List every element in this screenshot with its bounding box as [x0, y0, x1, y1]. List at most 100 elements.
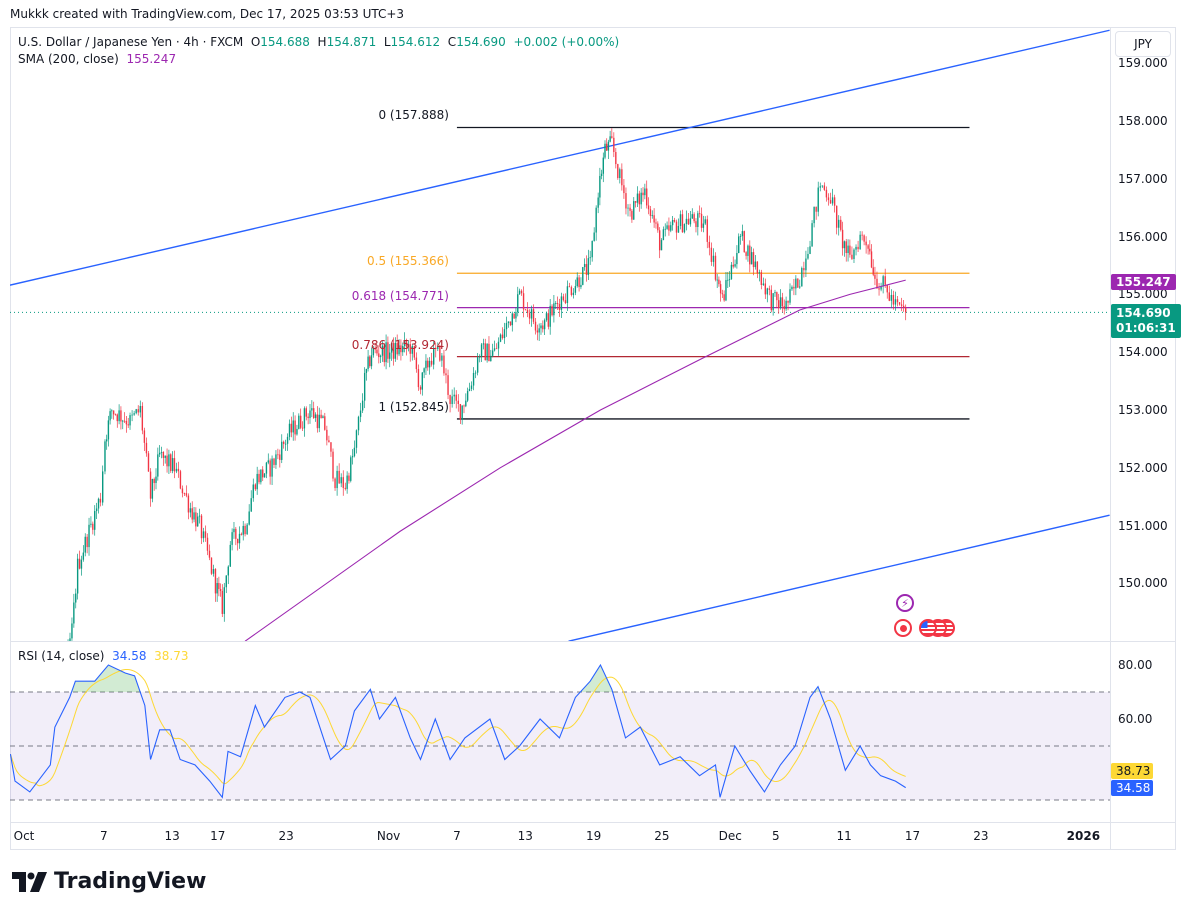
candle-body — [459, 403, 462, 420]
candle-body — [468, 388, 471, 391]
candle-body — [86, 536, 88, 548]
candle-body — [651, 215, 653, 217]
candle-body — [704, 219, 706, 224]
candle-body — [218, 583, 220, 590]
currency-button[interactable]: JPY — [1115, 31, 1171, 57]
candle-body — [719, 284, 722, 294]
candle-body — [75, 593, 77, 603]
candle-body — [181, 488, 184, 494]
candle-body — [185, 493, 188, 496]
sma-label[interactable]: SMA (200, close) — [18, 52, 119, 66]
candle-body — [646, 188, 648, 206]
candle-body — [570, 287, 573, 295]
candle-body — [640, 192, 642, 205]
candle-body — [457, 400, 459, 404]
candle-body — [357, 416, 360, 431]
candle-body — [187, 495, 190, 513]
candle-body — [90, 523, 92, 525]
candle-body — [361, 400, 364, 411]
candle-body — [118, 410, 120, 422]
tradingview-logo[interactable]: TradingView — [12, 869, 206, 894]
candle-body — [400, 345, 402, 353]
candle-body — [229, 544, 231, 567]
candle-body — [838, 219, 840, 228]
candle-body — [94, 511, 96, 530]
candle-body — [743, 231, 745, 253]
change-value: +0.002 (+0.00%) — [513, 35, 620, 49]
candle-body — [576, 277, 578, 287]
candle-body — [779, 297, 782, 309]
candle-body — [332, 451, 334, 479]
candle-body — [855, 246, 857, 250]
candle-body — [189, 508, 192, 513]
time-tick: 25 — [654, 829, 670, 843]
candle-body — [381, 345, 384, 356]
candle-body — [330, 442, 332, 452]
us-flag-icon[interactable] — [919, 619, 937, 637]
candle-body — [260, 469, 262, 483]
candle-body — [499, 334, 502, 342]
fib-level-label: 1 (152.845) — [378, 399, 449, 414]
candle-body — [817, 187, 819, 212]
candle-body — [642, 192, 644, 196]
record-event-icon[interactable] — [894, 619, 912, 637]
candle-body — [801, 268, 803, 287]
candle-body — [158, 452, 161, 455]
candle-body — [196, 516, 199, 527]
candle-body — [631, 210, 633, 220]
candle-body — [693, 214, 695, 222]
candle-body — [166, 455, 168, 467]
low-label: L — [383, 35, 391, 49]
rsi-ma-line — [10, 669, 906, 787]
price-tick: 154.000 — [1118, 345, 1168, 360]
candle-body — [841, 229, 844, 249]
candle-body — [547, 313, 550, 327]
candle-body — [728, 279, 731, 280]
candle-body — [351, 456, 354, 458]
candle-body — [833, 197, 836, 206]
candle-body — [843, 241, 846, 249]
rsi-chart[interactable] — [10, 641, 1110, 822]
candle-body — [530, 309, 533, 319]
candle-body — [390, 343, 393, 353]
price-tick: 150.000 — [1118, 576, 1168, 591]
tradingview-logo-icon — [12, 871, 47, 892]
candle-body — [405, 340, 408, 348]
candle-body — [687, 218, 690, 225]
candle-body — [599, 175, 601, 198]
candle-body — [562, 296, 565, 301]
candle-body — [664, 228, 666, 230]
candle-body — [334, 478, 336, 489]
time-tick: 2026 — [1066, 829, 1101, 843]
lightning-event-icon[interactable]: ⚡ — [896, 594, 914, 612]
pane-divider[interactable] — [10, 641, 1176, 642]
chart-frame — [10, 27, 1176, 850]
candle-body — [322, 416, 324, 419]
candle-body — [666, 225, 668, 229]
candle-body — [238, 533, 241, 544]
candle-body — [613, 137, 615, 153]
rsi-label[interactable]: RSI (14, close) — [18, 649, 105, 663]
price-chart[interactable] — [10, 27, 1110, 641]
candle-body — [540, 325, 542, 329]
candle-body — [545, 313, 548, 321]
candle-body — [752, 252, 755, 268]
candle-body — [572, 292, 575, 295]
candle-body — [890, 294, 893, 301]
candle-body — [553, 303, 555, 316]
candle-body — [629, 207, 631, 211]
candle-body — [772, 293, 774, 311]
candle-body — [894, 299, 897, 305]
candle-body — [888, 292, 890, 301]
candle-body — [902, 305, 905, 308]
candle-body — [710, 247, 713, 262]
candle-body — [658, 230, 661, 251]
candle-body — [511, 313, 513, 326]
candle-body — [342, 477, 344, 488]
symbol-title[interactable]: U.S. Dollar / Japanese Yen · 4h · FXCM — [18, 35, 244, 49]
candle-body — [120, 410, 122, 422]
candle-body — [725, 280, 727, 301]
candle-body — [267, 460, 269, 463]
candle-body — [398, 345, 400, 355]
candle-body — [869, 248, 871, 252]
